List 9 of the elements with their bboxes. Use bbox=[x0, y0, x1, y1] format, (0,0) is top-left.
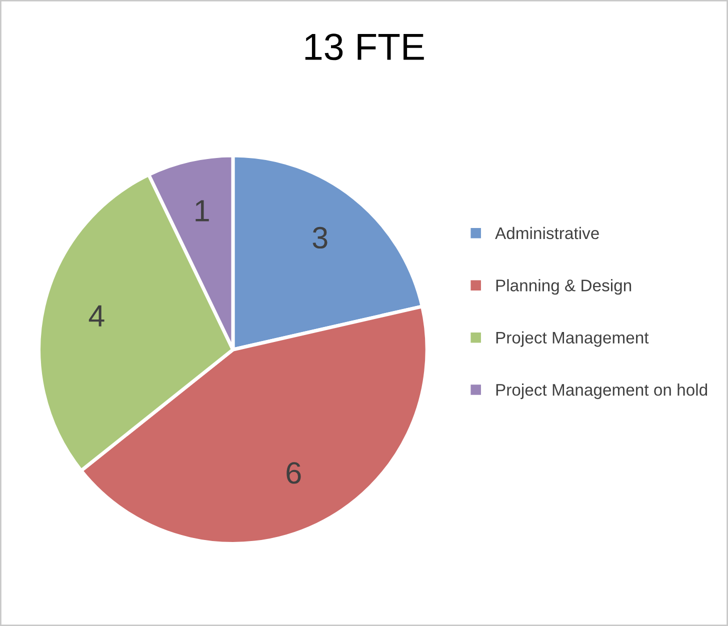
legend-label: Planning & Design bbox=[496, 279, 632, 295]
data-label: 4 bbox=[88, 305, 104, 326]
data-label: 3 bbox=[312, 226, 328, 249]
chart-title: 13 FTE bbox=[305, 34, 424, 60]
data-label: 1 bbox=[196, 200, 209, 222]
legend-label: Administrative bbox=[495, 226, 599, 240]
data-label: 6 bbox=[286, 462, 301, 484]
legend-label: Project Management bbox=[496, 331, 649, 347]
legend-label: Project Management on hold bbox=[496, 384, 708, 400]
